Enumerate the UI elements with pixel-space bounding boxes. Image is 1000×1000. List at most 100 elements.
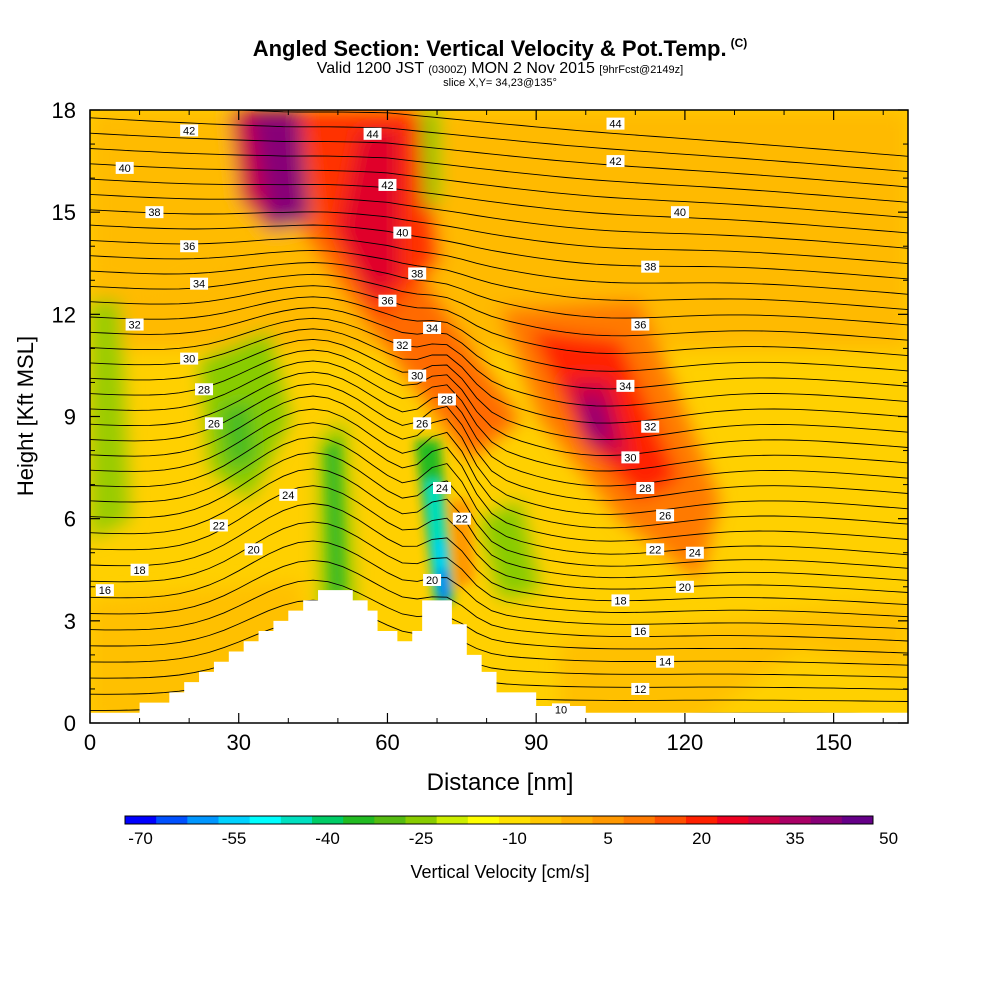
colorbar-swatch <box>312 816 344 824</box>
isentrope-label-bg <box>611 594 630 607</box>
isentrope-label: 30 <box>183 354 195 366</box>
colorbar-tick-label: -10 <box>502 829 527 848</box>
isentrope-label-bg <box>641 260 660 273</box>
isentrope-label-bg <box>408 267 427 280</box>
isentrope-label: 36 <box>183 241 195 253</box>
colorbar-swatch <box>343 816 375 824</box>
isentrope-line <box>90 296 908 372</box>
isentrope-label: 42 <box>183 125 195 137</box>
isentrope-label: 42 <box>381 180 393 192</box>
isentrope-label: 26 <box>659 510 671 522</box>
isentrope-line <box>90 132 908 188</box>
colorbar-swatch <box>654 816 687 824</box>
isentrope-label-bg <box>452 512 471 525</box>
isentrope-line <box>90 360 908 472</box>
isentrope-line <box>90 249 908 311</box>
isentrope-label: 22 <box>649 544 661 556</box>
isentrope-line <box>90 383 908 501</box>
isentrope-line <box>90 452 908 569</box>
colorbar-swatch <box>810 816 843 824</box>
x-axis: 0 30 60 90 120 150 <box>84 110 884 755</box>
isentrope-label: 32 <box>396 340 408 352</box>
colorbar-title: Vertical Velocity [cm/s] <box>410 862 590 882</box>
colorbar-swatch <box>156 816 188 824</box>
isentrope-label: 36 <box>381 296 393 308</box>
isentrope-label-bg <box>675 580 694 593</box>
x-tick-label: 120 <box>667 730 704 755</box>
x-tick-label: 30 <box>226 730 250 755</box>
isentrope-label: 40 <box>119 163 131 175</box>
colorbar-tick-label: 50 <box>879 829 898 848</box>
isentrope-line <box>90 579 908 654</box>
colorbar-swatch <box>218 816 251 824</box>
isentrope-label: 18 <box>614 595 626 607</box>
colorbar-swatch <box>561 816 593 824</box>
colorbar-swatch <box>592 816 625 824</box>
y-tick-label: 12 <box>52 302 76 327</box>
colorbar-swatch <box>125 816 157 824</box>
isentrope-label: 14 <box>659 657 671 669</box>
isentrope-line <box>230 110 908 157</box>
colorbar-swatch <box>249 816 282 824</box>
isentrope-line <box>90 521 908 618</box>
chart-slice-info: slice X,Y= 34,23@135° <box>443 77 557 89</box>
isentrope-label: 30 <box>624 452 636 464</box>
isentrope-label-bg <box>641 420 660 433</box>
isentrope-label-bg <box>423 573 442 586</box>
isentrope-label-bg <box>95 584 114 597</box>
x-tick-label: 90 <box>524 730 548 755</box>
isentrope-label-bg <box>631 625 650 638</box>
colorbar-tick-label: -70 <box>128 829 153 848</box>
isentrope-label-bg <box>378 294 397 307</box>
isentrope-line <box>90 224 908 280</box>
isentrope-label: 22 <box>213 520 225 532</box>
isentrope-label-bg <box>180 240 199 253</box>
isentrope-label-bg <box>145 206 164 219</box>
isentrope-label-bg <box>363 127 382 140</box>
x-tick-label: 0 <box>84 730 96 755</box>
isentrope-label-bg <box>437 393 456 406</box>
isentrope-label: 16 <box>634 626 646 638</box>
isentrope-label-bg <box>432 482 451 495</box>
y-tick-label: 0 <box>64 711 76 736</box>
isentrope-label-bg <box>180 124 199 137</box>
isentrope-line <box>90 148 908 203</box>
isentrope-label-bg <box>606 117 625 130</box>
isentrope-label-bg <box>190 277 209 290</box>
isentrope-line <box>90 307 908 390</box>
isentrope-label-bg <box>423 321 442 334</box>
isentrope-line <box>90 468 908 581</box>
isentrope-label: 34 <box>193 279 205 291</box>
isentrope-label-bg <box>656 655 675 668</box>
chart-subtitle: Valid 1200 JST (0300Z) MON 2 Nov 2015 [9… <box>316 60 684 77</box>
isentrope-line <box>90 395 908 515</box>
colorbar-tick-label: -40 <box>315 829 340 848</box>
y-tick-label: 18 <box>52 98 76 123</box>
y-axis-title: Height [Kft MSL] <box>13 336 38 496</box>
isentrope-label: 38 <box>148 207 160 219</box>
colorbar-swatch <box>467 816 500 824</box>
isentrope-line <box>90 503 908 606</box>
isentrope-label: 34 <box>426 323 438 335</box>
colorbar-swatch <box>280 816 313 824</box>
isentrope-label-bg <box>413 417 432 430</box>
isentrope-label: 28 <box>639 483 651 495</box>
colorbar-tick-label: 35 <box>786 829 805 848</box>
x-axis-title: Distance [nm] <box>427 769 574 796</box>
colorbar-swatch <box>623 816 656 824</box>
isentrope-label: 38 <box>411 268 423 280</box>
colorbar-swatch <box>686 816 718 824</box>
isentrope-label-bg <box>115 161 134 174</box>
isentrope-label-bg <box>621 451 640 464</box>
colorbar-swatch <box>530 816 562 824</box>
isentrope-label: 32 <box>128 320 140 332</box>
y-tick-label: 6 <box>64 507 76 532</box>
isentrope-label-bg <box>606 155 625 168</box>
isentrope-label-bg <box>195 383 214 396</box>
isentrope-label: 24 <box>282 490 294 502</box>
isentrope-line <box>90 599 908 666</box>
colorbar-tick-label: 20 <box>692 829 711 848</box>
isentrope-label: 44 <box>609 119 621 131</box>
